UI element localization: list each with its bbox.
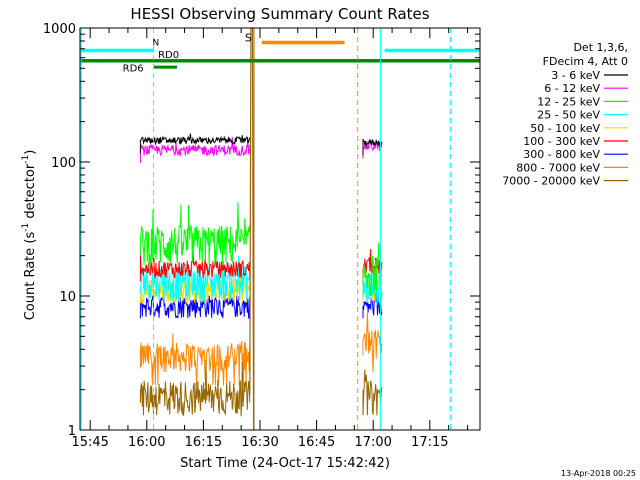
series-line xyxy=(362,242,383,297)
legend-header: FDecim 4, Att 0 xyxy=(543,55,628,68)
legend-label: 300 - 800 keV xyxy=(523,148,600,161)
series-line xyxy=(139,133,251,154)
y-axis-title-part: detector xyxy=(23,163,38,223)
y-axis-title-part: ) xyxy=(23,150,38,155)
x-axis-title: Start Time (24-Oct-17 15:42:42) xyxy=(180,456,390,471)
y-axis-title: Count Rate (s-1 detector-1) xyxy=(21,150,38,321)
footer-timestamp: 13-Apr-2018 00:25 xyxy=(561,469,636,478)
plot-frame xyxy=(79,27,481,431)
legend-label: 12 - 25 keV xyxy=(537,95,600,108)
y-axis-title-part: -1 xyxy=(21,223,31,232)
flag-label-rd6: RD6 xyxy=(123,63,144,74)
series-line xyxy=(139,333,251,386)
y-tick-label: 10 xyxy=(59,290,76,305)
series-line xyxy=(139,137,251,163)
series-line xyxy=(362,312,383,373)
series-line xyxy=(139,202,251,268)
chart-title: HESSI Observing Summary Count Rates xyxy=(130,5,429,23)
legend-label: 25 - 50 keV xyxy=(537,109,600,122)
x-tick-label: 15:45 xyxy=(71,435,108,450)
legend-label: 7000 - 20000 keV xyxy=(502,175,600,188)
series-line xyxy=(139,269,251,304)
series-spike xyxy=(249,27,255,431)
flag-label-s: S xyxy=(245,32,252,45)
y-tick-label: 1000 xyxy=(43,22,76,37)
x-tick-label: 16:30 xyxy=(241,435,278,450)
series-line xyxy=(362,369,383,416)
legend-label: 100 - 300 keV xyxy=(523,135,600,148)
series-line xyxy=(139,247,251,282)
series-line xyxy=(139,255,251,302)
x-tick-label: 16:45 xyxy=(298,435,335,450)
series-group xyxy=(139,27,383,431)
y-axis-title-part: Count Rate (s xyxy=(23,232,38,321)
x-tick-label: 17:15 xyxy=(411,435,448,450)
legend-label: 800 - 7000 keV xyxy=(516,161,600,174)
flag-label-n: N xyxy=(152,39,159,49)
x-tick-label: 16:15 xyxy=(185,435,222,450)
flag-label-rd0: RD0 xyxy=(158,50,179,61)
legend-label: 3 - 6 keV xyxy=(551,69,600,82)
y-tick-label: 1 xyxy=(68,424,76,439)
x-tick-label: 17:00 xyxy=(354,435,391,450)
x-axis: 15:45 16:00 16:15 16:30 16:45 17:00 17:15 xyxy=(71,28,469,450)
series-line xyxy=(362,270,383,306)
legend-label: 50 - 100 keV xyxy=(530,122,600,135)
y-axis-title-part: -1 xyxy=(21,155,31,164)
series-line xyxy=(139,359,251,417)
y-axis: 1 10 100 1000 xyxy=(43,22,480,439)
legend-label: 6 - 12 keV xyxy=(544,82,600,95)
y-tick-label: 100 xyxy=(51,156,76,171)
series-line xyxy=(362,138,383,156)
flags-group xyxy=(80,28,480,430)
legend-header: Det 1,3,6, xyxy=(573,41,628,54)
x-tick-label: 16:00 xyxy=(128,435,165,450)
